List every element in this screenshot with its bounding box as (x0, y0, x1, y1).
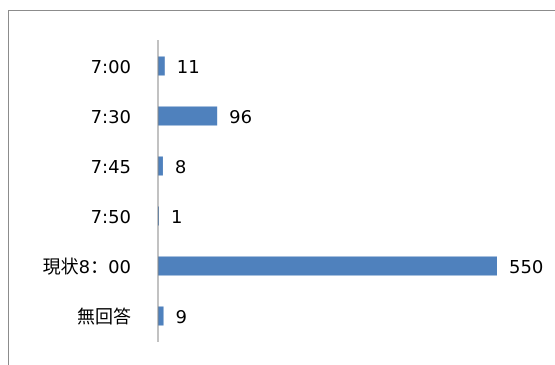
data-label-3: 1 (171, 207, 182, 228)
data-label-1: 96 (229, 107, 252, 128)
category-label-5: 無回答 (77, 307, 131, 328)
data-label-0: 11 (177, 57, 200, 78)
data-labels: 11 96 8 1 550 9 (171, 57, 543, 328)
data-label-4: 550 (509, 257, 543, 278)
bar-0 (158, 56, 165, 76)
bar-4 (158, 256, 497, 276)
category-label-1: 7:30 (91, 107, 131, 128)
bar-5 (158, 306, 164, 326)
chart-frame (8, 10, 555, 365)
category-labels: 7:00 7:30 7:45 7:50 現状8：00 無回答 (43, 57, 131, 328)
data-label-2: 8 (175, 157, 186, 178)
category-label-4: 現状8：00 (43, 257, 131, 278)
bar-1 (158, 106, 218, 126)
category-label-0: 7:00 (91, 57, 131, 78)
category-label-3: 7:50 (91, 207, 131, 228)
bar-2 (158, 156, 163, 176)
data-label-5: 9 (176, 307, 187, 328)
bars-group (158, 56, 497, 326)
category-label-2: 7:45 (91, 157, 131, 178)
